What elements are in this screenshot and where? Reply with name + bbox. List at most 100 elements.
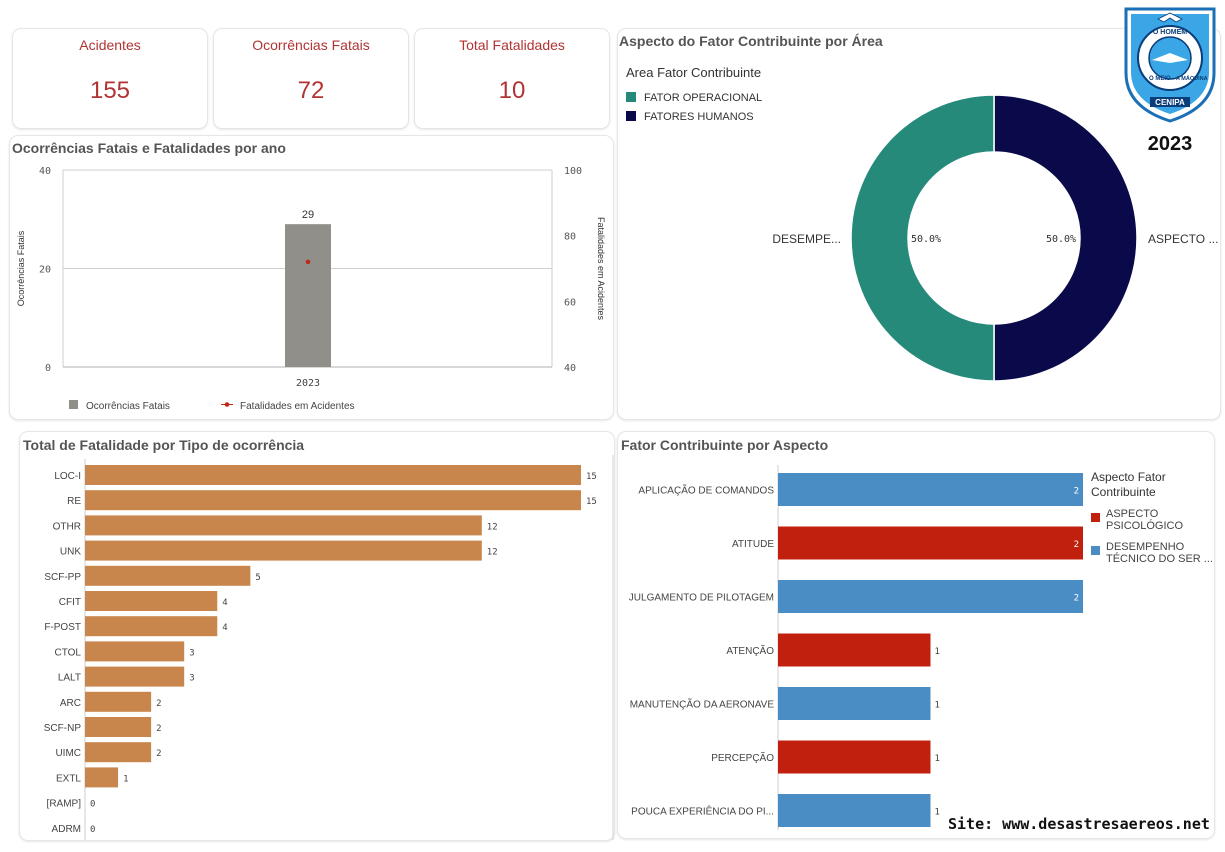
slice-label: DESEMPE... [772, 232, 841, 246]
bar-aspect-2 [778, 580, 1083, 613]
year-chart-title: Ocorrências Fatais e Fatalidades por ano [12, 140, 286, 156]
y2-tick-label: 40 [564, 363, 576, 374]
bar-re [85, 490, 581, 511]
site-label: Site: www.desastresaereos.net [948, 815, 1210, 833]
year-chart: 0 20 40 40 60 80 100 Ocorrências Fatais Fatalida… [16, 166, 606, 412]
category-label: LOC-I [54, 471, 81, 482]
donut-slice-0 [850, 94, 995, 382]
category-label: PERCEPÇÃO [711, 751, 774, 764]
y2-tick-label: 60 [564, 297, 576, 308]
category-label: ATITUDE [732, 539, 774, 550]
bar-value-label: 3 [189, 674, 194, 684]
bar-lalt [85, 666, 185, 687]
bar-unk [85, 540, 482, 561]
bar-loc-i [85, 465, 581, 485]
y2-tick-label: 80 [564, 232, 576, 243]
bar-value-label: 0 [90, 800, 95, 810]
y-tick-label: 40 [39, 166, 51, 177]
y-tick-label: 0 [45, 363, 51, 374]
y-axis-label: Ocorrências Fatais [16, 230, 26, 306]
category-label: EXTL [56, 773, 81, 784]
bar-ocorrencias-fatais [285, 224, 331, 367]
aspect-chart: APLICAÇÃO DE COMANDOS 2 ATITUDE 2 JULGAMENTO… [629, 465, 1213, 830]
category-label: OTHR [53, 521, 81, 532]
bar-aspect-0 [778, 473, 1083, 506]
bar-arc [85, 691, 152, 712]
bar-aspect-3 [778, 633, 931, 667]
bar-scf-pp [85, 565, 251, 586]
kpi-label: Total Fatalidades [459, 37, 565, 53]
slice-pct-label: 50.0% [1046, 234, 1076, 245]
bar-value-label: 1 [935, 754, 940, 764]
x-tick-label: 2023 [296, 378, 320, 389]
legend-swatch-point [224, 402, 230, 407]
kpi-value: 72 [297, 77, 325, 104]
bar-value-label: 1 [935, 647, 940, 657]
legend-title: Area Fator Contribuinte [626, 65, 761, 80]
bar-value-label: 4 [222, 598, 227, 608]
logo-text-top: O HOMEM [1153, 29, 1187, 36]
bar-value-label: 4 [222, 623, 227, 633]
legend-swatch [1091, 546, 1100, 555]
bar-value-label: 15 [586, 497, 597, 507]
legend-swatch-bar [69, 400, 78, 409]
legend-swatch [626, 111, 636, 121]
kpi-label: Acidentes [79, 37, 141, 53]
bar-data-label: 29 [302, 209, 314, 221]
bar-f-post [85, 616, 218, 637]
donut-chart: Area Fator Contribuinte FATOR OPERACIONAL… [626, 65, 1218, 382]
logo-text-cenipa: CENIPA [1155, 98, 1185, 107]
bar-value-label: 2 [156, 699, 161, 709]
category-label: RE [67, 496, 81, 507]
category-label: JULGAMENTO DE PILOTAGEM [629, 593, 774, 604]
legend-label: FATOR OPERACIONAL [644, 92, 762, 104]
bar-value-label: 1 [935, 808, 940, 818]
y-tick-label: 20 [39, 265, 51, 276]
legend-label: ASPECTO PSICOLÓGICO [1106, 508, 1183, 532]
bar-uimc [85, 742, 152, 763]
legend-title: Aspecto Fator Contribuinte [1091, 470, 1166, 499]
bar-aspect-5 [778, 740, 931, 774]
category-label: SCF-NP [44, 723, 82, 734]
category-label: APLICAÇÃO DE COMANDOS [638, 484, 774, 497]
slice-label: ASPECTO ... [1148, 232, 1218, 246]
year-label: 2023 [1147, 133, 1193, 155]
bar-aspect-6 [778, 794, 931, 827]
bar-othr [85, 515, 482, 536]
category-label: CFIT [59, 597, 81, 608]
bar-value-label: 12 [487, 548, 498, 558]
legend-label: DESEMPENHO TÉCNICO DO SER ... [1106, 541, 1213, 565]
category-label: ATENÇÃO [726, 644, 774, 657]
bar-value-label: 15 [586, 472, 597, 482]
category-label: ARC [60, 698, 81, 709]
bar-aspect-1 [778, 526, 1083, 560]
legend-swatch [626, 92, 636, 102]
logo-text-right: A MÁQUINA [1176, 75, 1208, 82]
category-label: MANUTENÇÃO DA AERONAVE [630, 698, 775, 711]
slice-pct-label: 50.0% [911, 234, 941, 245]
bar-aspect-4 [778, 687, 931, 720]
type-chart-title: Total de Fatalidade por Tipo de ocorrênc… [23, 437, 305, 453]
donut-slice-1 [993, 94, 1138, 382]
category-label: [RAMP] [47, 799, 82, 810]
bar-scf-np [85, 717, 152, 737]
bar-value-label: 1 [123, 774, 128, 784]
bar-value-label: 2 [1074, 540, 1079, 550]
bar-value-label: 0 [90, 825, 95, 835]
legend-label: FATORES HUMANOS [644, 111, 754, 123]
bar-value-label: 2 [156, 749, 161, 759]
kpi-card-total-fatalities: Total Fatalidades 10 [415, 29, 609, 128]
donut-title: Aspecto do Fator Contribuinte por Área [619, 33, 883, 49]
bar-cfit [85, 591, 218, 611]
bar-value-label: 1 [935, 701, 940, 711]
category-label: CTOL [55, 647, 82, 658]
kpi-card-accidents: Acidentes 155 [13, 29, 207, 128]
category-label: ADRM [52, 824, 81, 835]
y2-tick-label: 100 [564, 166, 582, 177]
bar-value-label: 2 [156, 724, 161, 734]
bar-value-label: 2 [1074, 594, 1079, 604]
category-label: UNK [60, 547, 81, 558]
bar-extl [85, 767, 119, 788]
legend-swatch [1091, 513, 1100, 522]
